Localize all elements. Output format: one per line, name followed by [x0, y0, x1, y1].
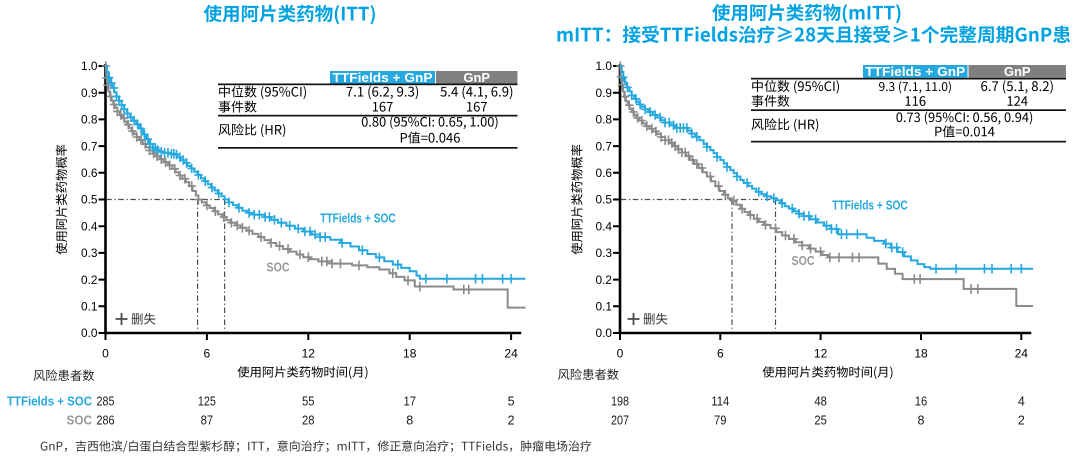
svg-text:198: 198 [611, 395, 629, 409]
svg-text:0.9: 0.9 [81, 86, 98, 100]
svg-text:25: 25 [814, 414, 827, 428]
svg-text:125: 125 [198, 395, 216, 409]
svg-text:SOC: SOC [67, 414, 93, 428]
svg-text:0.2: 0.2 [81, 273, 98, 287]
svg-text:24: 24 [504, 347, 518, 361]
svg-text:285: 285 [97, 395, 115, 409]
svg-text:16: 16 [915, 395, 928, 409]
svg-text:18: 18 [914, 347, 928, 361]
svg-text:0.0: 0.0 [81, 326, 98, 340]
svg-text:0.3: 0.3 [81, 246, 98, 260]
svg-text:0.6: 0.6 [596, 166, 613, 180]
svg-text:79: 79 [714, 414, 727, 428]
svg-text:0.3: 0.3 [596, 246, 613, 260]
svg-text:207: 207 [611, 414, 629, 428]
svg-text:GnP: GnP [463, 70, 490, 85]
svg-text:24: 24 [1015, 347, 1029, 361]
svg-text:SOC: SOC [792, 254, 815, 268]
svg-text:0.5: 0.5 [81, 193, 98, 207]
svg-text:4: 4 [1018, 395, 1025, 409]
svg-text:0.1: 0.1 [81, 300, 98, 314]
svg-text:0: 0 [102, 347, 109, 361]
svg-text:55: 55 [302, 395, 315, 409]
svg-text:TTFields + SOC: TTFields + SOC [7, 395, 92, 409]
svg-text:0.8: 0.8 [596, 113, 613, 127]
svg-text:8: 8 [406, 414, 413, 428]
svg-text:TTFields + SOC: TTFields + SOC [832, 199, 908, 213]
svg-text:8: 8 [918, 414, 925, 428]
svg-text:2: 2 [1018, 414, 1025, 428]
svg-text:18: 18 [403, 347, 417, 361]
svg-text:5: 5 [508, 395, 515, 409]
svg-text:12: 12 [302, 347, 316, 361]
svg-text:GnP: GnP [1004, 64, 1031, 79]
svg-text:114: 114 [711, 395, 729, 409]
svg-text:87: 87 [201, 414, 214, 428]
svg-text:TTFields + SOC: TTFields + SOC [320, 212, 396, 226]
svg-text:0.2: 0.2 [596, 273, 613, 287]
svg-text:1.0: 1.0 [596, 59, 613, 73]
svg-text:28: 28 [302, 414, 315, 428]
svg-text:2: 2 [508, 414, 515, 428]
svg-text:48: 48 [814, 395, 827, 409]
svg-text:0.5: 0.5 [596, 193, 613, 207]
svg-text:0.0: 0.0 [596, 326, 613, 340]
svg-text:0.1: 0.1 [596, 300, 613, 314]
svg-text:0.6: 0.6 [81, 166, 98, 180]
svg-text:0.4: 0.4 [596, 219, 613, 233]
svg-text:0.7: 0.7 [596, 139, 613, 153]
svg-text:6: 6 [717, 347, 724, 361]
svg-text:TTFields + GnP: TTFields + GnP [333, 70, 433, 85]
svg-text:286: 286 [97, 414, 115, 428]
svg-text:17: 17 [403, 395, 416, 409]
svg-text:0.4: 0.4 [81, 219, 98, 233]
svg-text:0.7: 0.7 [81, 139, 98, 153]
svg-text:12: 12 [814, 347, 828, 361]
svg-text:SOC: SOC [267, 261, 290, 275]
svg-text:0.8: 0.8 [81, 113, 98, 127]
svg-text:TTFields + GnP: TTFields + GnP [865, 64, 965, 79]
svg-text:6: 6 [204, 347, 211, 361]
svg-text:0.9: 0.9 [596, 86, 613, 100]
svg-text:0: 0 [617, 347, 624, 361]
svg-text:1.0: 1.0 [81, 59, 98, 73]
